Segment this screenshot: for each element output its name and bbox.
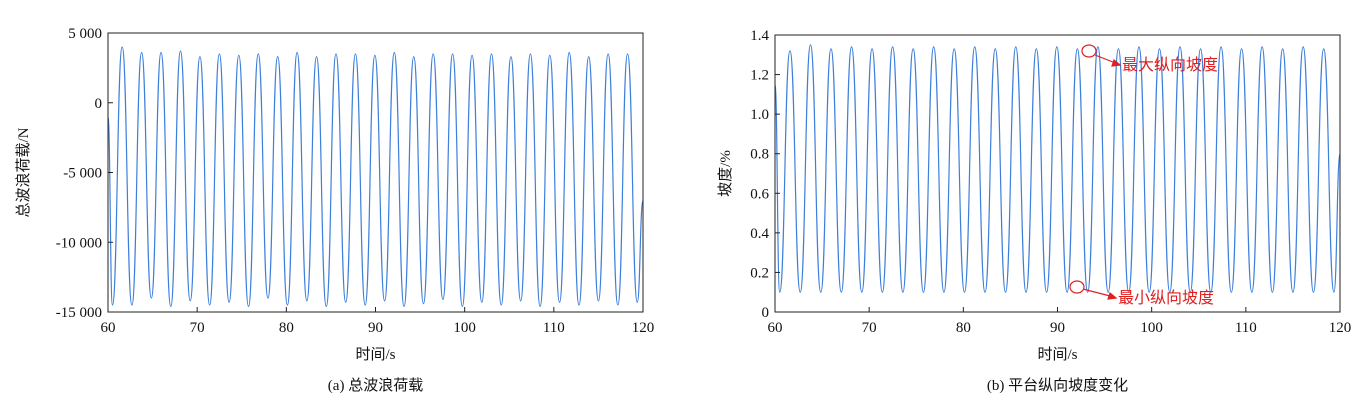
x-tick-label: 60 <box>101 320 116 336</box>
y-tick-label: 1.4 <box>750 28 769 44</box>
y-tick-label: 0 <box>95 96 103 112</box>
annotation: 最大纵向坡度 <box>1122 56 1218 74</box>
y-tick-label: 0.6 <box>750 186 769 202</box>
x-tick-label: 80 <box>956 320 971 336</box>
y-tick-label: 0 <box>762 305 770 321</box>
data-line <box>107 46 644 308</box>
y-tick-label: 5 000 <box>68 26 102 42</box>
arrow-head <box>1111 58 1122 67</box>
x-tick-label: 90 <box>1050 320 1065 336</box>
y-axis-label: 总波浪荷载/N <box>15 127 32 217</box>
y-tick-label: -15 000 <box>56 305 102 321</box>
x-tick-label: 90 <box>368 320 383 336</box>
caption: (b) 平台纵向坡度变化 <box>987 377 1128 394</box>
y-tick-label: 0.2 <box>750 265 769 281</box>
x-tick-label: 70 <box>862 320 877 336</box>
y-tick-label: -5 000 <box>63 166 102 182</box>
y-tick-label: 0.4 <box>750 226 769 242</box>
arrow-head <box>1107 291 1118 300</box>
x-tick-label: 80 <box>279 320 294 336</box>
y-axis-label: 坡度/% <box>717 150 734 197</box>
annotation: 最小纵向坡度 <box>1118 289 1214 307</box>
x-tick-label: 70 <box>190 320 205 336</box>
annotation-circle <box>1069 280 1085 294</box>
y-tick-label: -10 000 <box>56 235 102 251</box>
annotation-circle <box>1081 44 1097 58</box>
y-tick-label: 1.2 <box>750 68 769 84</box>
y-tick-label: 0.8 <box>750 147 769 163</box>
x-tick-label: 120 <box>632 320 655 336</box>
annotation-marks <box>1069 44 1122 300</box>
x-tick-label: 100 <box>453 320 476 336</box>
x-tick-label: 60 <box>768 320 783 336</box>
x-tick-label: 100 <box>1140 320 1163 336</box>
x-tick-label: 120 <box>1329 320 1352 336</box>
y-tick-label: 1.0 <box>750 107 769 123</box>
data-line <box>774 44 1341 293</box>
x-axis-label: 时间/s <box>355 346 395 363</box>
caption: (a) 总波浪荷载 <box>328 377 423 394</box>
x-axis-label: 时间/s <box>1037 346 1077 363</box>
x-tick-label: 110 <box>543 320 565 336</box>
x-tick-label: 110 <box>1235 320 1257 336</box>
